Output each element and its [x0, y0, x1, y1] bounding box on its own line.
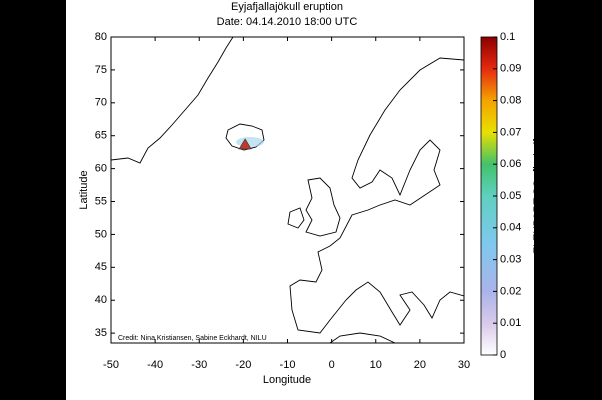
x-tick-label: -20 — [235, 359, 251, 371]
credit: Credit: Nina Kristiansen, Sabine Eckhard… — [118, 335, 267, 342]
colorbar-tick-label: 0.09 — [500, 63, 521, 75]
britain-coast — [305, 177, 341, 237]
africa-coast — [329, 332, 396, 343]
chart-subtitle: Date: 04.14.2010 18:00 UTC — [217, 16, 358, 28]
ireland-coast — [287, 207, 305, 229]
y-tick-label: 40 — [95, 294, 107, 306]
map-frame — [110, 36, 465, 344]
colorbar-tick-label: 0.03 — [500, 254, 521, 266]
greenland-coast — [111, 37, 234, 164]
y-tick-label: 75 — [95, 64, 107, 76]
x-tick-label: 30 — [458, 359, 470, 371]
y-tick-label: 80 — [95, 31, 107, 43]
y-tick-label: 45 — [95, 261, 107, 273]
x-axis-label: Longitude — [263, 374, 311, 386]
colorbar-tick-label: 0.08 — [500, 95, 521, 107]
y-tick-label: 70 — [95, 97, 107, 109]
x-tick-label: 20 — [414, 359, 426, 371]
volcano-marker — [238, 138, 252, 150]
x-tick-label: -40 — [147, 359, 163, 371]
colorbar-tick-label: 0.07 — [500, 126, 521, 138]
colorbar-tick-label: 0.04 — [500, 222, 521, 234]
x-tick-label: -50 — [103, 359, 119, 371]
colorbar-tick-label: 0.06 — [500, 158, 521, 170]
colorbar-tick-label: 0.05 — [500, 190, 521, 202]
y-tick-label: 35 — [95, 327, 107, 339]
y-tick-label: 60 — [95, 163, 107, 175]
y-tick-label: 50 — [95, 228, 107, 240]
colorbar-tick-label: 0.01 — [500, 317, 521, 329]
chart-title: Eyjafjallajökull eruption — [231, 1, 343, 13]
x-tick-label: 0 — [329, 359, 335, 371]
plume — [236, 137, 264, 147]
colorbar-tick-label: 0.1 — [500, 31, 515, 43]
x-tick-label: 10 — [370, 359, 382, 371]
europe-coast — [289, 57, 464, 334]
x-tick-label: -10 — [280, 359, 296, 371]
y-axis-label: Latitude — [78, 170, 90, 209]
x-tick-label: -30 — [191, 359, 207, 371]
colorbar-tick-label: 0.02 — [500, 285, 521, 297]
y-tick-label: 65 — [95, 130, 107, 142]
colorbar-tick-label: 0 — [500, 349, 506, 361]
y-tick-label: 55 — [95, 195, 107, 207]
colorbar-label: FLEXPART SO₂ [kg/m²] — [532, 138, 544, 254]
